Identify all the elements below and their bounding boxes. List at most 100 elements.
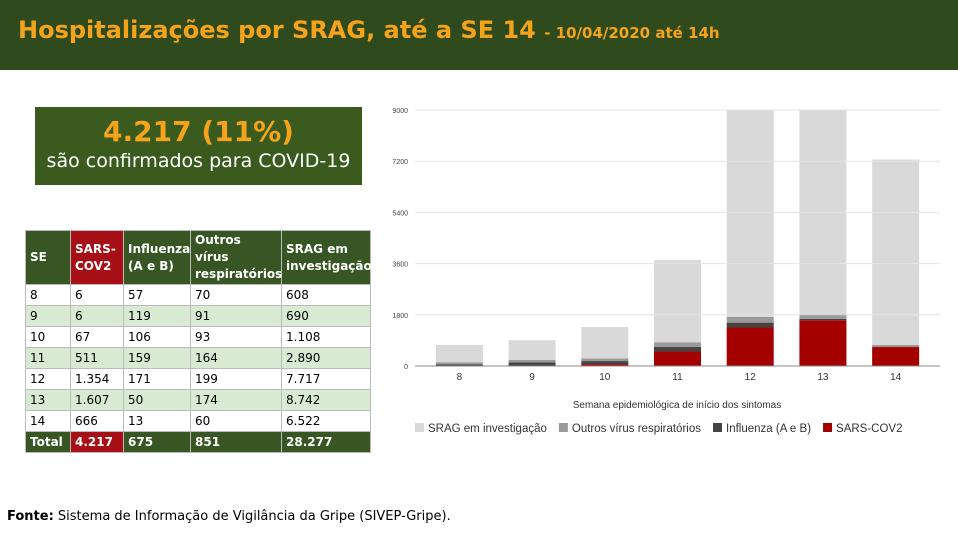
table-cell: 9 xyxy=(25,305,71,327)
chart: Semana epidemiológica de início dos sint… xyxy=(392,108,940,435)
table-cell: 106 xyxy=(123,326,191,348)
column-header: Outros vírus respiratórios xyxy=(190,230,282,285)
bar-segment xyxy=(654,342,701,347)
y-tick-label: 7200 xyxy=(392,159,408,166)
table-cell: 7.717 xyxy=(281,368,371,390)
table-cell: 10 xyxy=(25,326,71,348)
table-cell: 67 xyxy=(70,326,124,348)
table-row: 12 1.354 171 199 7.717 xyxy=(25,368,371,390)
column-header: SRAG em investigação xyxy=(281,230,372,285)
bar-segment xyxy=(581,364,629,366)
bar-segment xyxy=(435,344,483,363)
legend-swatch xyxy=(823,423,833,432)
bar-segment xyxy=(726,110,774,317)
table-cell: 14 xyxy=(25,410,71,432)
table-cell: 70 xyxy=(190,284,282,306)
table-row: 14 666 13 60 6.522 xyxy=(25,410,371,432)
footer: Fonte: Sistema de Informação de Vigilânc… xyxy=(7,509,451,524)
table-cell: 1.607 xyxy=(70,389,124,411)
table-row: 13 1.607 50 174 8.742 xyxy=(25,389,371,411)
bar-segment xyxy=(435,362,483,365)
table-cell: 57 xyxy=(123,284,191,306)
callout-value: 4.217 (11%) xyxy=(103,115,294,148)
total-cell: Total xyxy=(25,431,71,453)
bar-segment xyxy=(581,326,629,359)
table-cell: 6 xyxy=(70,305,124,327)
title-text: Hospitalizações por SRAG, até a SE 14 xyxy=(18,16,536,44)
bar-segment xyxy=(726,327,774,366)
table-cell: 666 xyxy=(70,410,124,432)
bar-segment xyxy=(581,358,629,362)
table-cell: 91 xyxy=(190,305,282,327)
x-tick-label: 8 xyxy=(457,372,463,383)
table-cell: 8 xyxy=(25,284,71,306)
y-tick-label: 0 xyxy=(404,364,408,371)
table-cell: 171 xyxy=(123,368,191,390)
legend-label: SRAG em investigação xyxy=(428,423,547,435)
x-tick-label: 9 xyxy=(529,372,535,383)
bar-segment xyxy=(726,322,774,328)
subtitle: - 10/04/2020 até 14h xyxy=(544,24,720,42)
table-cell: 6.522 xyxy=(281,410,371,432)
header: Hospitalizações por SRAG, até a SE 14 - … xyxy=(0,0,958,70)
table-cell: 13 xyxy=(123,410,191,432)
x-axis-label: Semana epidemiológica de início dos sint… xyxy=(573,400,781,411)
legend-swatch xyxy=(713,423,722,432)
table-cell: 1.354 xyxy=(70,368,124,390)
table-cell: 60 xyxy=(190,410,282,432)
footer-text: Sistema de Informação de Vigilância da G… xyxy=(57,509,451,524)
x-tick-label: 12 xyxy=(745,372,757,383)
table-row: 11 511 159 164 2.890 xyxy=(25,347,371,369)
table-cell: 2.890 xyxy=(281,347,371,369)
bar-segment xyxy=(799,320,847,366)
legend-swatch xyxy=(415,423,424,432)
table-cell: 159 xyxy=(123,347,191,369)
total-cell: 851 xyxy=(190,431,282,453)
table-cell: 690 xyxy=(281,305,371,327)
y-tick-label: 3600 xyxy=(392,262,408,269)
bar-segment xyxy=(581,361,629,365)
bar-segment xyxy=(654,260,701,343)
table-cell: 12 xyxy=(25,368,71,390)
bars xyxy=(435,110,920,366)
total-cell: 675 xyxy=(123,431,191,453)
title: Hospitalizações por SRAG, até a SE 14 - … xyxy=(18,16,720,44)
bar-segment xyxy=(872,347,920,366)
bar-segment xyxy=(872,344,920,347)
x-tick-label: 14 xyxy=(890,372,902,383)
table-cell: 608 xyxy=(281,284,371,306)
x-tick-label: 11 xyxy=(672,372,683,383)
table-cell: 199 xyxy=(190,368,282,390)
bar-segment xyxy=(654,346,701,352)
data-table: SE SARS-COV2 Influenza (A e B) Outros vírus… xyxy=(25,230,372,453)
table-cell: 174 xyxy=(190,389,282,411)
x-tick-label: 10 xyxy=(599,372,611,383)
table-cell: 93 xyxy=(190,326,282,348)
column-header: SARS-COV2 xyxy=(70,230,124,285)
bar-segment xyxy=(872,159,920,345)
table-cell: 164 xyxy=(190,347,282,369)
table-row: 10 67 106 93 1.108 xyxy=(25,326,371,348)
footer-label: Fonte: xyxy=(7,509,54,524)
y-tick-label: 9000 xyxy=(392,108,408,115)
y-tick-label: 5400 xyxy=(392,210,408,217)
legend-swatch xyxy=(558,423,568,432)
bar-segment xyxy=(435,364,483,366)
bar-segment xyxy=(799,110,847,314)
callout-text: são confirmados para COVID-19 xyxy=(46,150,351,172)
total-cell: 4.217 xyxy=(70,431,124,453)
table-header: SE SARS-COV2 Influenza (A e B) Outros vírus… xyxy=(25,230,372,285)
table-body: 8 6 57 70 608 9 6 119 91 690 10 67 106 93 1.108 11 511 15… xyxy=(25,284,371,453)
bar-segment xyxy=(726,316,774,323)
table-cell: 13 xyxy=(25,389,71,411)
bar-segment xyxy=(508,362,556,366)
total-row: Total 4.217 675 851 28.277 xyxy=(25,431,371,453)
legend-label: Influenza (A e B) xyxy=(726,423,811,435)
legend-label: Outros vírus respiratórios xyxy=(572,423,701,435)
bar-segment xyxy=(654,351,701,366)
bar-segment xyxy=(508,340,556,360)
column-header: Influenza (A e B) xyxy=(123,230,191,285)
callout: 4.217 (11%) são confirmados para COVID-1… xyxy=(35,107,362,185)
column-header: SE xyxy=(25,230,71,285)
